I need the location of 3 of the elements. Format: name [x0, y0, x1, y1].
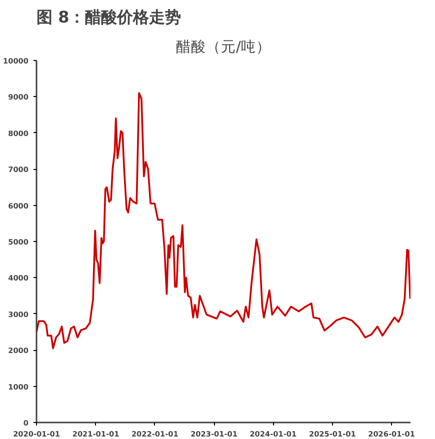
chart-subtitle: 醋酸（元/吨） [176, 38, 271, 56]
line-series [36, 92, 410, 350]
chart-title: 图 8：醋酸价格走势 [36, 8, 182, 26]
